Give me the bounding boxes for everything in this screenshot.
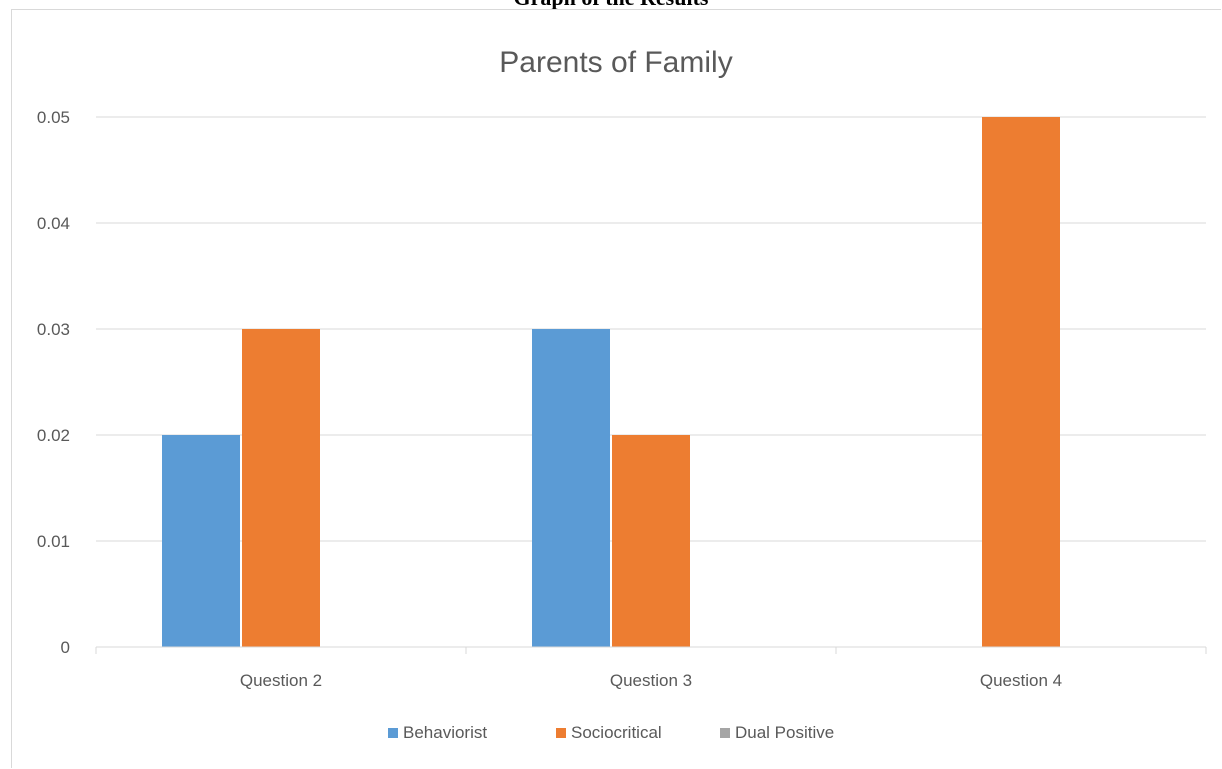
x-tick-label: Question 2 — [240, 671, 322, 690]
page-heading: Graph of the Results — [0, 0, 1222, 10]
y-tick-label: 0.02 — [37, 426, 70, 445]
y-axis-tick-labels: 0 0.01 0.02 0.03 0.04 0.05 — [37, 108, 70, 657]
y-tick-label: 0.04 — [37, 214, 70, 233]
x-tick-label: Question 4 — [980, 671, 1062, 690]
legend-label: Dual Positive — [735, 723, 834, 742]
y-tick-label: 0.05 — [37, 108, 70, 127]
bar-behaviorist — [532, 329, 610, 647]
legend: Behaviorist Sociocritical Dual Positive — [388, 723, 834, 742]
bar-behaviorist — [162, 435, 240, 647]
legend-swatch — [556, 728, 566, 738]
bar-sociocritical — [982, 117, 1060, 647]
legend-label: Behaviorist — [403, 723, 487, 742]
legend-label: Sociocritical — [571, 723, 662, 742]
legend-swatch — [720, 728, 730, 738]
chart-title: Parents of Family — [499, 46, 732, 79]
bar-sociocritical — [242, 329, 320, 647]
bar-sociocritical — [612, 435, 690, 647]
x-tick-label: Question 3 — [610, 671, 692, 690]
bars — [162, 117, 1060, 647]
x-axis-tick-marks — [95, 647, 1207, 654]
y-tick-label: 0.03 — [37, 320, 70, 339]
x-axis-tick-labels: Question 2 Question 3 Question 4 — [240, 671, 1062, 690]
y-tick-label: 0.01 — [37, 532, 70, 551]
legend-swatch — [388, 728, 398, 738]
y-tick-label: 0 — [61, 638, 70, 657]
